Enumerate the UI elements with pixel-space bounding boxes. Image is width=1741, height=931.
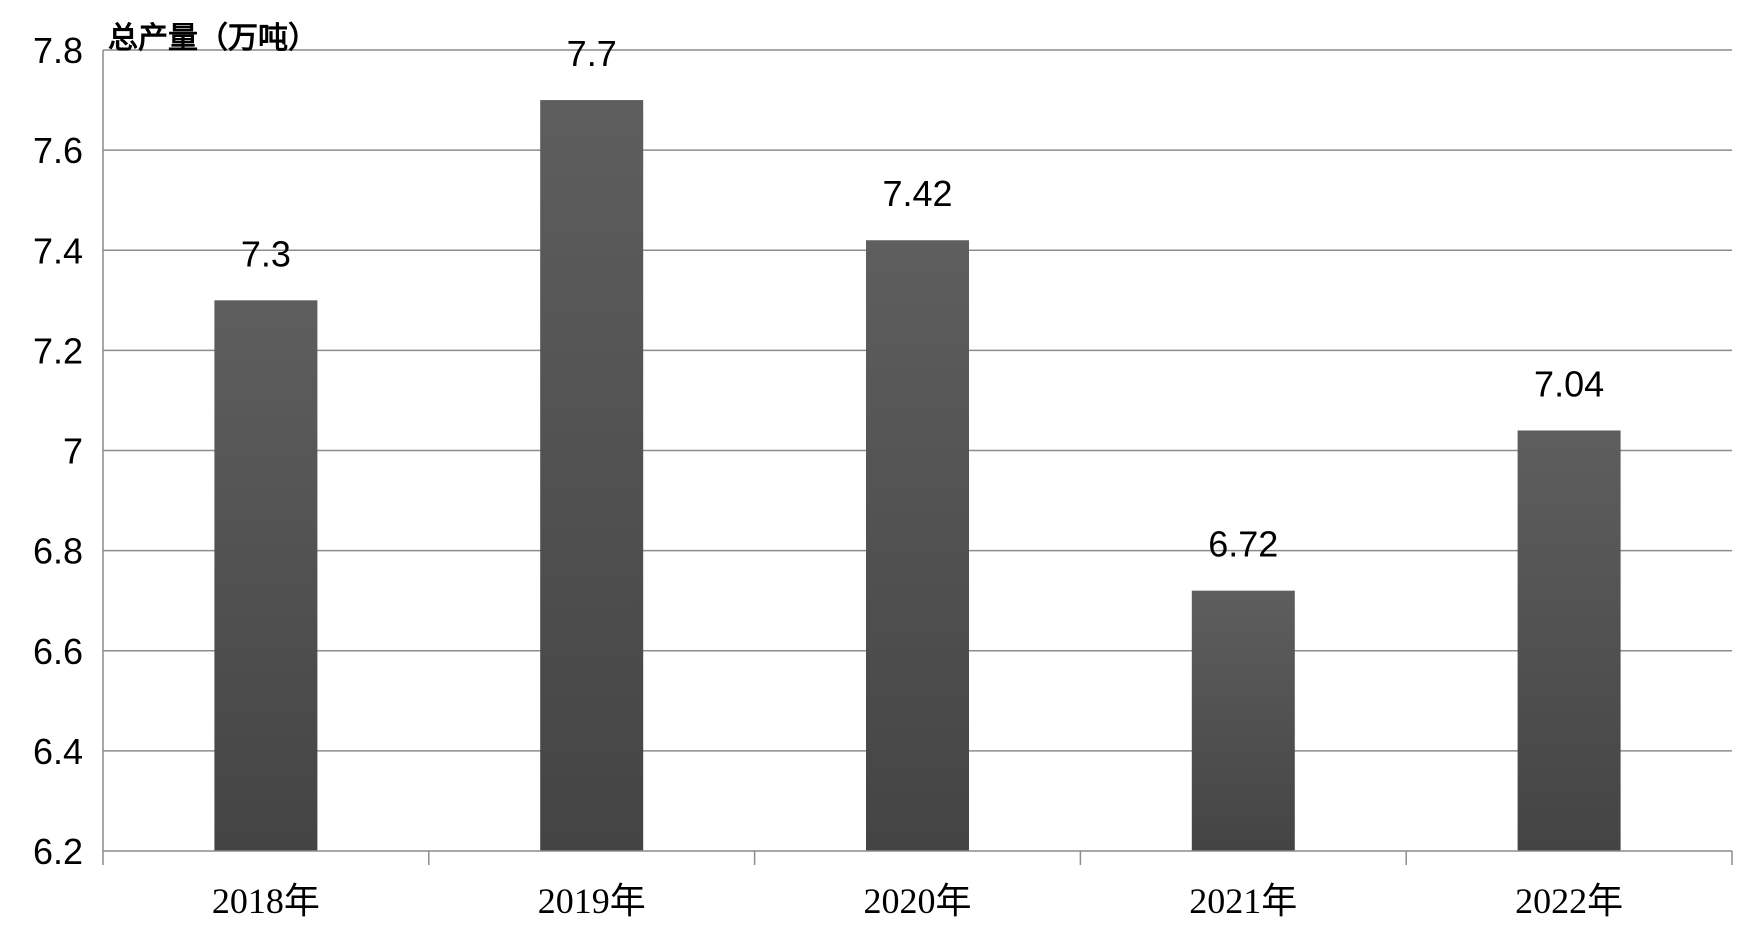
y-tick-label: 6.6 — [33, 631, 83, 672]
data-label: 6.72 — [1208, 524, 1278, 565]
x-axis-categories: 2018年 2019年 2020年 2021年 2022年 — [212, 881, 1623, 921]
y-tick-label: 7.6 — [33, 130, 83, 171]
data-label: 7.3 — [241, 233, 291, 274]
y-tick-label: 7.8 — [33, 30, 83, 71]
bar — [866, 240, 969, 852]
y-tick-label: 7 — [63, 431, 83, 472]
data-label: 7.04 — [1534, 363, 1604, 404]
x-category-label: 2022年 — [1515, 881, 1623, 921]
data-label: 7.42 — [882, 173, 952, 214]
y-tick-label: 6.2 — [33, 831, 83, 872]
y-tick-label: 7.4 — [33, 230, 83, 271]
bar — [540, 100, 644, 851]
y-tick-label: 7.2 — [33, 330, 83, 371]
y-axis-ticks: 6.2 6.4 6.6 6.8 7 7.2 7.4 7.6 7.8 — [33, 30, 83, 872]
bar — [1517, 430, 1621, 851]
bar — [1191, 590, 1295, 851]
x-category-label: 2021年 — [1189, 881, 1297, 921]
axes — [102, 50, 1733, 865]
x-category-label: 2019年 — [538, 881, 646, 921]
data-labels: 7.3 7.7 7.42 6.72 7.04 — [241, 33, 1604, 565]
y-axis-title: 总产量（万吨） — [108, 21, 318, 56]
y-tick-label: 6.4 — [33, 731, 83, 772]
x-category-label: 2018年 — [212, 881, 320, 921]
bars — [214, 100, 1621, 852]
x-category-label: 2020年 — [863, 881, 971, 921]
bar — [214, 300, 318, 851]
data-label: 7.7 — [567, 33, 617, 74]
y-tick-label: 6.8 — [33, 531, 83, 572]
